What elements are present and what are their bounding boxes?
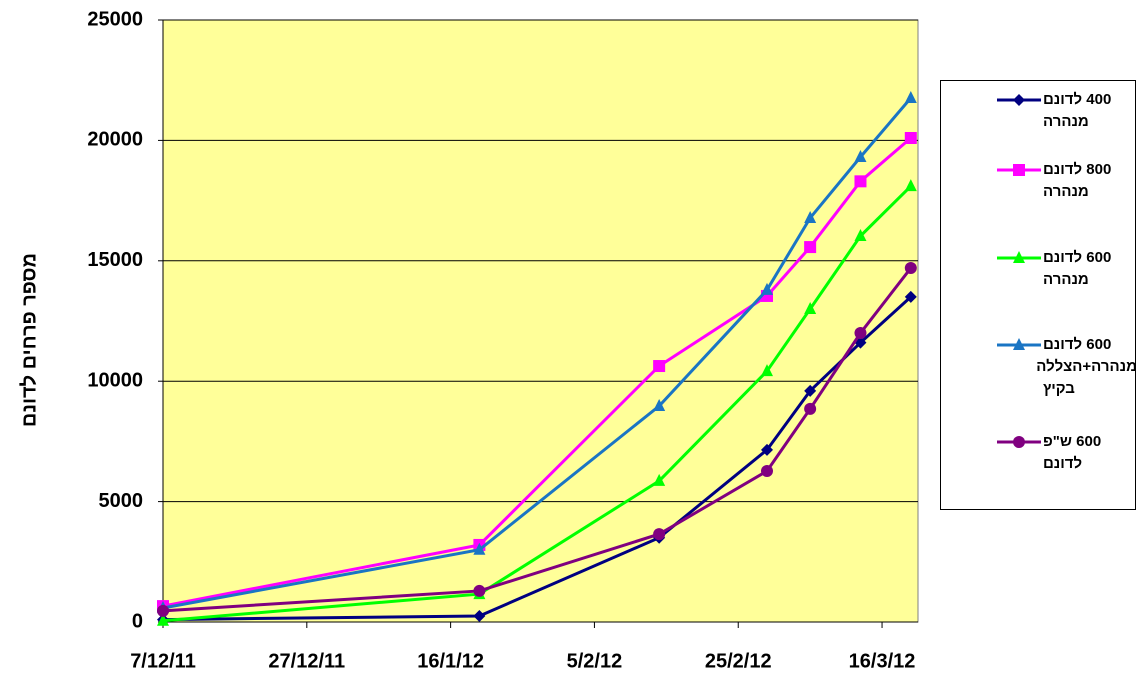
y-axis-label: מספר פרחים לדונם (18, 253, 40, 427)
marker (1013, 436, 1025, 448)
legend-swatch (997, 164, 1041, 176)
marker (761, 364, 773, 377)
marker (804, 384, 817, 397)
y-tick-label: 0 (132, 610, 143, 632)
x-tick-label: 25/2/12 (705, 650, 772, 672)
marker (761, 465, 773, 478)
legend-label: 800 לדונם מנהרה (1043, 161, 1112, 200)
marker (1013, 251, 1025, 263)
x-tick-label: 5/2/12 (567, 650, 623, 672)
marker (904, 179, 917, 192)
marker (653, 473, 666, 486)
marker (653, 399, 666, 412)
marker (653, 528, 666, 541)
marker (1013, 94, 1025, 106)
legend-swatch (997, 436, 1041, 448)
x-tick-label: 16/1/12 (417, 650, 484, 672)
marker (653, 360, 666, 373)
plot-area (162, 19, 919, 623)
y-tick-label: 10000 (87, 369, 143, 391)
marker (761, 443, 773, 456)
marker (804, 402, 817, 415)
legend: 400 לדונם מנהרה 800 לדונם מנהרה 600 לדונם … (940, 80, 1137, 510)
marker (804, 301, 817, 314)
legend-label: 600 לדונם מנהרה+הצללה בקיץ (1036, 336, 1137, 397)
y-tick-label: 25000 (87, 8, 143, 30)
marker (904, 131, 917, 144)
marker (904, 262, 917, 275)
y-tick-label: 15000 (87, 249, 143, 271)
legend-swatch (997, 94, 1041, 106)
x-tick-label: 7/12/11 (130, 650, 196, 672)
x-tick-label: 27/12/11 (268, 650, 345, 672)
marker (1013, 338, 1025, 350)
marker (854, 150, 867, 163)
marker (804, 210, 817, 223)
marker (904, 290, 917, 303)
legend-label: 600 ש"פ לדונם (1043, 433, 1102, 472)
y-tick-label: 20000 (87, 129, 143, 151)
marker (473, 584, 486, 597)
marker (804, 241, 817, 254)
marker (473, 609, 486, 622)
y-tick-label: 5000 (99, 490, 144, 512)
marker (473, 542, 486, 555)
marker (157, 613, 169, 626)
marker (761, 282, 773, 295)
legend-label: 600 לדונם מנהרה (1043, 249, 1112, 288)
marker (854, 175, 867, 188)
x-tick-label: 16/3/12 (849, 650, 916, 672)
legend-swatch (997, 338, 1041, 350)
marker (854, 327, 867, 340)
marker (157, 604, 169, 617)
marker (1013, 164, 1025, 176)
marker (904, 91, 917, 104)
legend-swatch (997, 251, 1041, 263)
marker (854, 228, 867, 241)
legend-label: 400 לדונם מנהרה (1043, 91, 1112, 130)
